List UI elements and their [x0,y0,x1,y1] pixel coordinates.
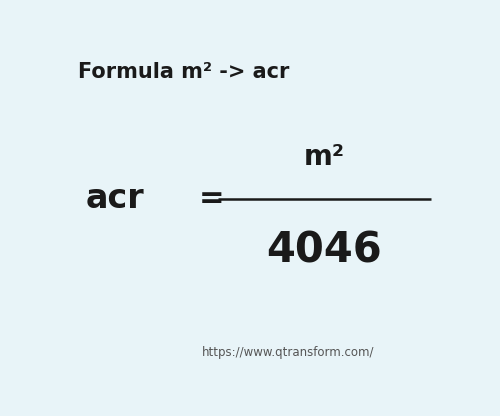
Text: Formula m² -> acr: Formula m² -> acr [78,62,290,82]
Text: https://www.qtransform.com/: https://www.qtransform.com/ [202,346,374,359]
Text: acr: acr [86,182,144,215]
Text: m²: m² [304,143,344,171]
Text: 4046: 4046 [266,229,382,271]
Text: =: = [199,184,224,213]
